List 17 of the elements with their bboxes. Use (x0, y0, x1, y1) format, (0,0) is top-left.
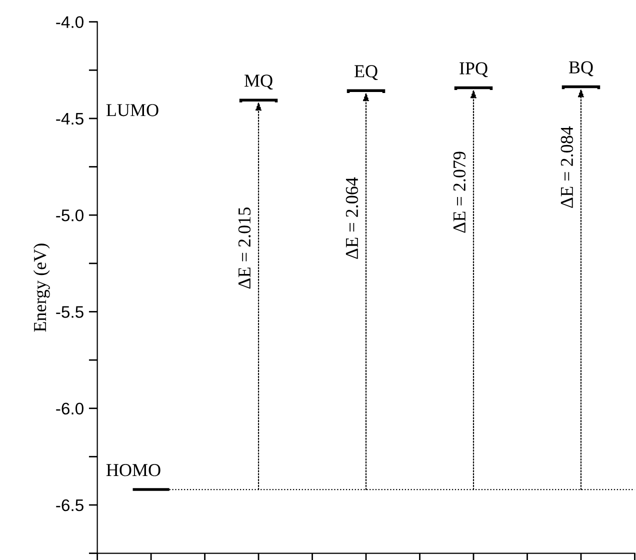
y-tick-label: -4.0 (56, 16, 84, 28)
x-tick-label: BQ (568, 61, 594, 76)
x-tick-label: MQ (244, 74, 273, 90)
y-tick-label: -6.5 (56, 499, 84, 512)
y-tick-label: -5.5 (56, 306, 84, 318)
text: LUMO (106, 104, 158, 116)
data-label: ΔE = 2.084 (560, 126, 574, 208)
data-label: ΔE = 2.064 (346, 177, 358, 259)
data-label: ΔE = 2.079 (453, 152, 466, 233)
y-axis-title: Energy (eV) (33, 244, 50, 332)
y-tick-label: -6.0 (56, 402, 84, 415)
x-tick-label: IPQ (460, 62, 488, 78)
ref-line-label: HOMO (106, 464, 160, 476)
y-tick-label: -5.0 (56, 209, 84, 222)
x-tick-label: EQ (354, 65, 378, 80)
y-tick-label: -4.5 (56, 113, 84, 125)
data-label: ΔE = 2.015 (238, 208, 251, 289)
